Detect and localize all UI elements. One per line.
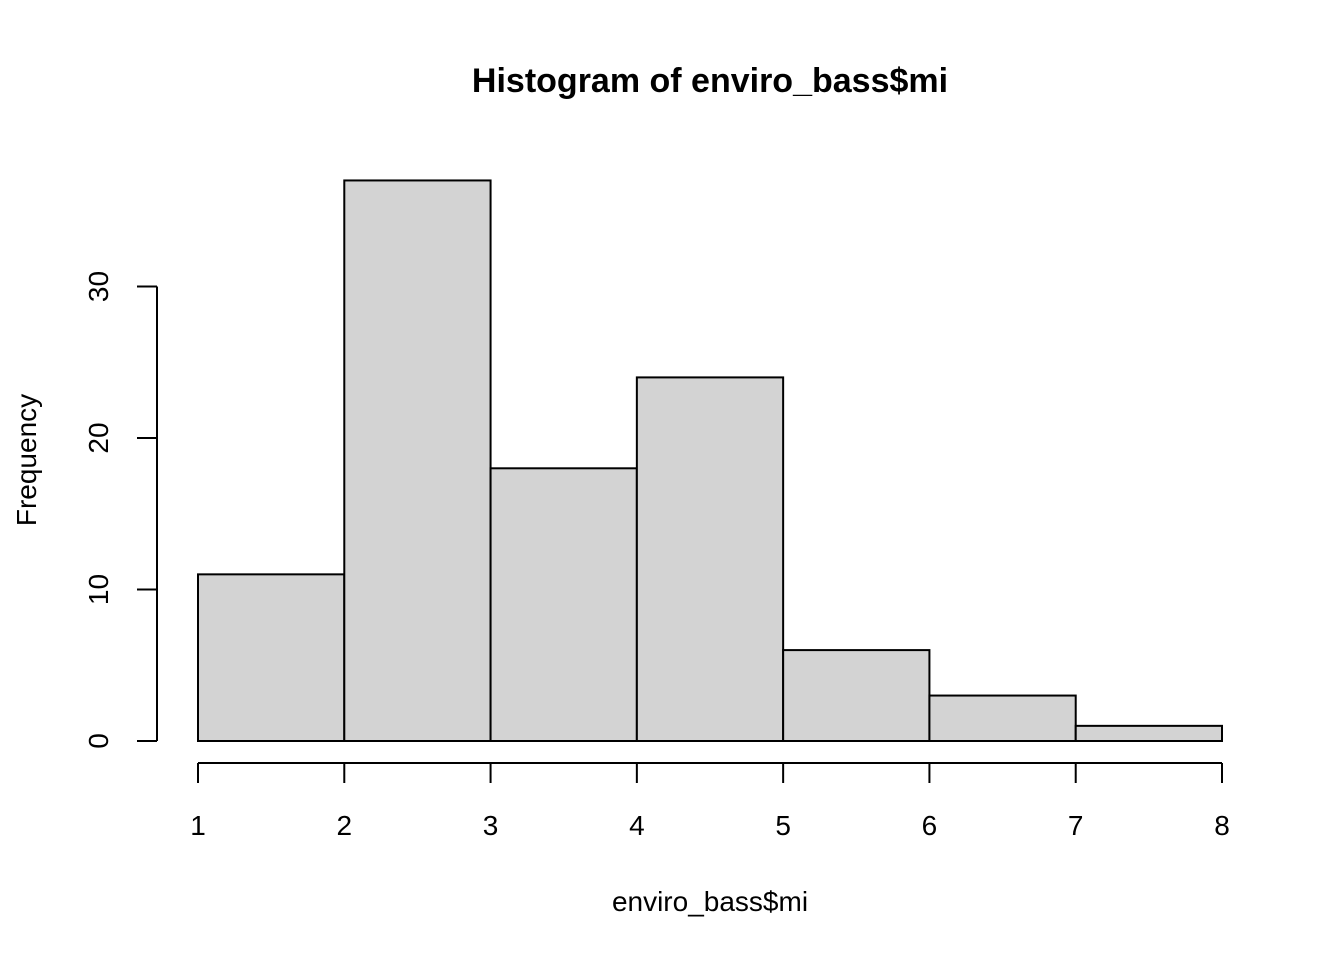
histogram-bar (197, 573, 346, 742)
histogram-bar (1074, 724, 1223, 742)
histogram-bar (343, 179, 492, 742)
x-tick-label: 7 (1068, 810, 1084, 841)
x-tick-label: 5 (775, 810, 791, 841)
y-tick-label: 0 (83, 733, 114, 749)
x-tick-label: 1 (190, 810, 206, 841)
histogram-bar (489, 467, 638, 742)
bars-group (197, 179, 1223, 742)
x-axis-label: enviro_bass$mi (612, 886, 808, 917)
histogram-bar (928, 694, 1077, 742)
y-tick-label: 30 (83, 271, 114, 302)
y-axis: 0 10 20 30 (83, 271, 158, 749)
y-tick-label: 10 (83, 574, 114, 605)
x-axis: 1 2 3 4 5 6 7 8 (190, 762, 1230, 841)
y-tick-label: 20 (83, 422, 114, 453)
y-axis-label: Frequency (11, 394, 42, 526)
x-tick-label: 3 (483, 810, 499, 841)
x-tick-label: 8 (1214, 810, 1230, 841)
x-tick-label: 4 (629, 810, 645, 841)
x-tick-label: 6 (922, 810, 938, 841)
histogram-bar (782, 649, 931, 742)
chart-title: Histogram of enviro_bass$mi (472, 62, 948, 100)
x-tick-label: 2 (336, 810, 352, 841)
histogram-bar (635, 376, 785, 742)
